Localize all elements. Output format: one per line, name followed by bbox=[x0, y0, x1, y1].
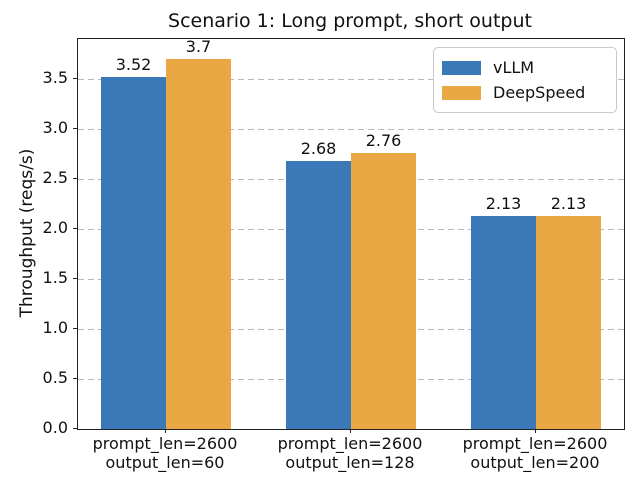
legend-swatch-vllm bbox=[442, 60, 481, 75]
legend-label-vllm: vLLM bbox=[493, 57, 535, 77]
legend-item-deepspeed: DeepSpeed bbox=[442, 82, 608, 102]
y-tick-mark bbox=[73, 128, 77, 129]
y-tick-label: 0.0 bbox=[42, 418, 68, 437]
y-tick-mark bbox=[73, 278, 77, 279]
bar-value-label: 2.13 bbox=[485, 194, 522, 213]
bar-value-label: 3.52 bbox=[115, 55, 152, 74]
y-tick-mark bbox=[73, 78, 77, 79]
y-tick-mark bbox=[73, 378, 77, 379]
bar-deepspeed-group1 bbox=[166, 59, 231, 429]
y-tick-mark bbox=[73, 328, 77, 329]
y-tick-label: 3.5 bbox=[42, 68, 68, 87]
chart-title: Scenario 1: Long prompt, short output bbox=[168, 10, 532, 32]
legend: vLLM DeepSpeed bbox=[433, 47, 617, 113]
y-tick-label: 1.0 bbox=[42, 318, 68, 337]
y-tick-mark bbox=[73, 178, 77, 179]
y-tick-label: 1.5 bbox=[42, 268, 68, 287]
bar-value-label: 3.7 bbox=[185, 37, 212, 56]
bar-value-label: 2.76 bbox=[365, 131, 402, 150]
legend-item-vllm: vLLM bbox=[442, 57, 608, 77]
y-tick-label: 0.5 bbox=[42, 368, 68, 387]
y-tick-label: 2.0 bbox=[42, 218, 68, 237]
y-tick-mark bbox=[73, 428, 77, 429]
gridline bbox=[78, 79, 624, 80]
bar-vllm-group2 bbox=[286, 161, 351, 429]
gridline bbox=[78, 129, 624, 130]
x-tick-label: prompt_len=2600 output_len=60 bbox=[92, 434, 238, 472]
x-tick-mark bbox=[350, 429, 351, 433]
y-tick-mark bbox=[73, 228, 77, 229]
x-tick-label: prompt_len=2600 output_len=200 bbox=[462, 434, 608, 472]
bar-value-label: 2.68 bbox=[300, 139, 337, 158]
bar-vllm-group3 bbox=[471, 216, 536, 429]
x-tick-mark bbox=[165, 429, 166, 433]
bar-deepspeed-group3 bbox=[536, 216, 601, 429]
bar-vllm-group1 bbox=[101, 77, 166, 429]
y-tick-label: 3.0 bbox=[42, 118, 68, 137]
bar-deepspeed-group2 bbox=[351, 153, 416, 429]
x-tick-mark bbox=[535, 429, 536, 433]
x-tick-label: prompt_len=2600 output_len=128 bbox=[277, 434, 423, 472]
y-tick-label: 2.5 bbox=[42, 168, 68, 187]
legend-label-deepspeed: DeepSpeed bbox=[493, 82, 586, 102]
legend-swatch-deepspeed bbox=[442, 85, 481, 100]
bar-value-label: 2.13 bbox=[550, 194, 587, 213]
